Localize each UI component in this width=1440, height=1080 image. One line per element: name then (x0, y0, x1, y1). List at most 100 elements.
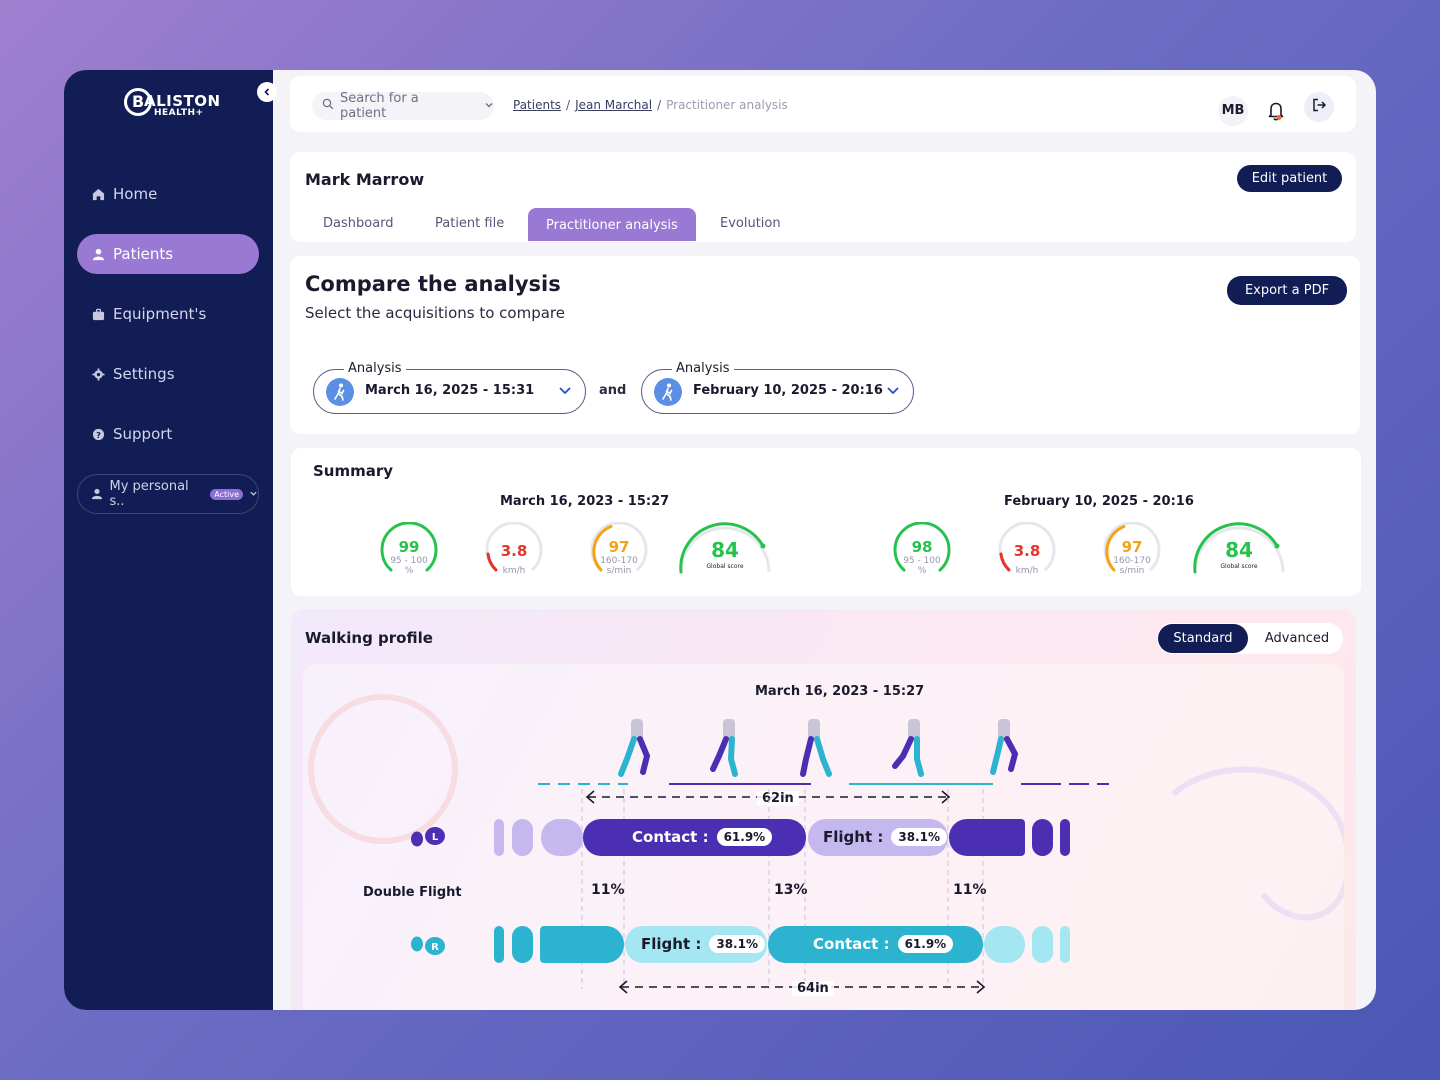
sidebar: B ALISTON HEALTH+ Home Patients Equipmen… (64, 70, 273, 1010)
step-segment (1060, 926, 1070, 963)
chevron-down-icon (557, 382, 573, 398)
and-label: and (599, 383, 627, 398)
sidebar-item-equipment[interactable]: Equipment's (77, 294, 259, 334)
leg-figure (800, 719, 832, 777)
gauge-value: 84 (711, 538, 739, 562)
phase-label: Contact : (632, 828, 709, 846)
page-title: Compare the analysis (305, 272, 561, 296)
step-segment (984, 926, 1025, 963)
walking-figures (538, 719, 1113, 785)
user-icon (91, 247, 105, 261)
gauge-value: 3.8 (1013, 542, 1041, 560)
logo-text: ALISTON (144, 92, 221, 110)
step-segment (512, 926, 533, 963)
select-legend: Analysis (672, 361, 734, 376)
status-badge: Active (210, 488, 243, 500)
gauge-range: 95 - 100 (390, 556, 428, 566)
analysis-select-2[interactable]: Analysis February 10, 2025 - 20:16 (641, 361, 914, 414)
stride-length-right: 64in (792, 981, 834, 996)
double-flight-value: 11% (591, 882, 625, 898)
phase-label: Flight : (823, 828, 884, 846)
left-contact-phase: Contact : 61.9% (583, 819, 806, 856)
sidebar-item-label: Home (113, 185, 158, 203)
home-icon (91, 187, 105, 201)
gauge-symmetry: 98 95 - 100 % (892, 521, 952, 582)
analysis-select-1[interactable]: Analysis March 16, 2025 - 15:31 (313, 361, 586, 414)
left-flight-phase: Flight : 38.1% (808, 819, 948, 856)
walking-profile-panel: Walking profile Standard Advanced March … (291, 609, 1356, 1010)
advanced-toggle-button[interactable]: Advanced (1264, 631, 1330, 646)
double-flight-value: 13% (774, 882, 808, 898)
gauge-value: 84 (1225, 538, 1253, 562)
step-segment (541, 819, 583, 856)
step-segment (540, 926, 624, 963)
gauge-range: 160-170 (1113, 556, 1151, 566)
personal-space-label: My personal s.. (109, 479, 189, 509)
brand-logo[interactable]: B ALISTON HEALTH+ (124, 88, 220, 120)
phase-label: Flight : (641, 935, 702, 953)
logo-mark: B (124, 88, 152, 116)
page-subtitle: Select the acquisitions to compare (305, 304, 566, 322)
export-pdf-button[interactable]: Export a PDF (1227, 276, 1347, 305)
select-legend: Analysis (344, 361, 406, 376)
step-segment (494, 926, 504, 963)
sidebar-item-settings[interactable]: Settings (77, 354, 259, 394)
logout-icon (1311, 97, 1327, 117)
gauge-unit: km/h (1015, 566, 1039, 576)
gait-diagram: March 16, 2023 - 15:27 (303, 664, 1344, 1010)
right-contact-phase: Contact : 61.9% (768, 926, 983, 963)
step-segment (494, 819, 504, 856)
leg-figure (618, 719, 651, 777)
decorative-background (308, 694, 1344, 921)
chevron-down-icon (484, 99, 494, 114)
chevron-down-icon (885, 382, 901, 398)
double-flight-value: 11% (953, 882, 987, 898)
gear-icon (91, 367, 105, 381)
breadcrumb-patients[interactable]: Patients (513, 98, 562, 112)
tab-dashboard[interactable]: Dashboard (323, 216, 394, 231)
gauge-unit: s/min (1119, 566, 1145, 576)
tab-practitioner-analysis[interactable]: Practitioner analysis (528, 208, 696, 241)
briefcase-icon (91, 307, 105, 321)
sidebar-item-support[interactable]: ? Support (77, 414, 259, 454)
sidebar-item-label: Patients (113, 245, 174, 263)
edit-patient-button[interactable]: Edit patient (1237, 165, 1342, 192)
svg-text:R: R (431, 942, 439, 953)
sidebar-item-label: Equipment's (113, 305, 207, 323)
leg-figure (990, 719, 1019, 775)
breadcrumb-separator: / (657, 98, 662, 112)
right-flight-phase: Flight : 38.1% (625, 926, 767, 963)
step-segment (512, 819, 533, 856)
standard-toggle-button[interactable]: Standard (1158, 624, 1248, 653)
step-segment (1032, 819, 1053, 856)
collapse-sidebar-button[interactable] (257, 82, 277, 102)
personal-space-selector[interactable]: My personal s.. Active (77, 474, 259, 514)
avatar[interactable]: MB (1218, 96, 1248, 126)
logout-button[interactable] (1304, 92, 1334, 122)
sidebar-item-home[interactable]: Home (77, 174, 259, 214)
tab-evolution[interactable]: Evolution (720, 216, 781, 231)
stride-length-left: 62in (757, 791, 799, 806)
gauge-value: 98 (911, 538, 933, 556)
sidebar-item-label: Support (113, 425, 173, 443)
tab-patient-file[interactable]: Patient file (435, 216, 505, 231)
search-input[interactable]: Search for a patient (312, 91, 494, 121)
phase-percentage: 38.1% (709, 935, 765, 953)
gauge-unit: km/h (502, 566, 526, 576)
gauge-speed: 3.8 km/h (997, 521, 1057, 582)
topbar: Search for a patient Patients / Jean Mar… (290, 76, 1356, 132)
gauge-global-score: 84 Global score (677, 520, 773, 576)
breadcrumb-patient[interactable]: Jean Marchal (575, 98, 653, 112)
step-segment (1060, 819, 1070, 856)
help-icon: ? (91, 427, 105, 441)
select-value: March 16, 2025 - 15:31 (365, 383, 535, 398)
walking-icon (326, 378, 354, 406)
search-icon (322, 98, 334, 114)
sidebar-item-patients[interactable]: Patients (77, 234, 259, 274)
bell-icon[interactable] (1262, 96, 1290, 124)
walking-profile-title: Walking profile (305, 629, 433, 647)
gauge-label: Global score (706, 563, 744, 570)
walking-icon (654, 378, 682, 406)
step-segment (1032, 926, 1053, 963)
gauge-value: 97 (608, 538, 630, 556)
